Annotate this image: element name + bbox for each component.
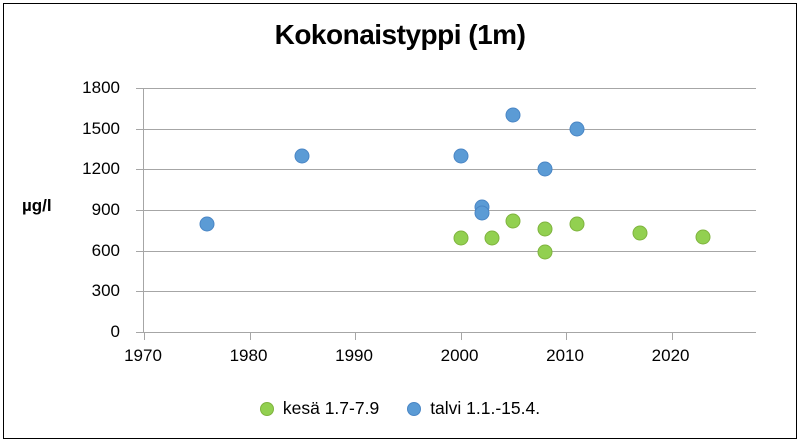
data-point-series-0 <box>695 229 711 245</box>
x-tick-label: 2000 <box>440 346 479 365</box>
x-tick <box>355 332 357 340</box>
x-tick-label: 1990 <box>335 346 373 365</box>
y-tick <box>136 210 144 211</box>
y-tick-label: 1800 <box>82 78 120 97</box>
y-tick-label: 900 <box>91 200 120 219</box>
y-tick-label: 1500 <box>82 118 120 138</box>
x-tick-label: 1980 <box>229 346 268 365</box>
gridline <box>144 210 756 211</box>
chart-title: Kokonaistyppi (1m) <box>274 19 526 50</box>
x-tick <box>566 332 568 340</box>
data-point-series-1 <box>505 107 521 123</box>
x-tick <box>144 332 145 340</box>
gridline <box>144 169 756 171</box>
y-tick <box>136 169 144 171</box>
data-point-series-1 <box>537 161 553 177</box>
plot-area <box>136 88 756 340</box>
gridline <box>144 128 756 130</box>
legend-label: talvi 1.1.-15.4. <box>430 398 541 418</box>
legend-label: kesä 1.7-7.9 <box>282 398 380 418</box>
x-tick <box>249 332 251 340</box>
data-point-series-0 <box>537 221 553 237</box>
data-point-series-0 <box>505 213 521 229</box>
data-point-series-0 <box>569 216 585 232</box>
data-point-series-1 <box>474 205 490 221</box>
y-tick <box>136 250 144 252</box>
y-tick <box>136 332 144 333</box>
data-point-series-1 <box>294 148 310 164</box>
x-tick-label: 2020 <box>651 346 690 365</box>
legend-marker-icon <box>259 401 274 416</box>
gridline <box>144 291 756 293</box>
x-tick <box>671 332 673 340</box>
data-point-series-0 <box>632 225 648 241</box>
y-axis-label: µg/l <box>22 196 52 215</box>
legend: kesä 1.7-7.9 talvi 1.1.-15.4. <box>0 398 800 419</box>
data-point-series-0 <box>453 230 469 246</box>
gridline <box>144 88 756 89</box>
gridline <box>144 250 756 252</box>
legend-marker-icon <box>407 401 422 416</box>
data-point-series-1 <box>199 216 215 232</box>
data-point-series-0 <box>537 244 553 260</box>
y-tick-label: 1200 <box>82 159 120 179</box>
y-tick-label: 600 <box>91 240 120 260</box>
data-point-series-1 <box>569 121 585 137</box>
data-point-series-0 <box>484 230 500 246</box>
y-tick <box>136 88 144 89</box>
legend-item: kesä 1.7-7.9 <box>259 398 380 419</box>
y-tick-label: 0 <box>110 322 120 341</box>
y-tick-label: 300 <box>91 281 120 301</box>
legend-item: talvi 1.1.-15.4. <box>407 398 540 419</box>
data-point-series-1 <box>453 148 469 164</box>
y-tick <box>136 291 144 293</box>
x-tick <box>460 332 462 340</box>
y-tick <box>136 128 144 130</box>
x-tick-label: 1970 <box>124 346 162 365</box>
x-tick-label: 2010 <box>546 346 584 365</box>
